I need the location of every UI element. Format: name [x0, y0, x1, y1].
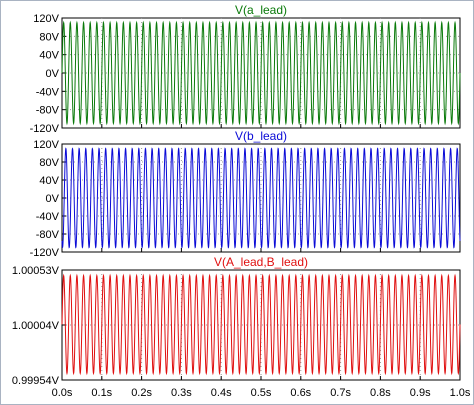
y-tick-label: -80V — [36, 105, 60, 117]
y-tick-label: 1.00004V — [12, 320, 60, 332]
y-tick-label: 120V — [33, 13, 59, 25]
y-tick-label: 120V — [33, 139, 59, 151]
y-tick-label: -80V — [36, 229, 60, 241]
y-tick-label: 80V — [39, 157, 59, 169]
y-tick-label: 40V — [39, 175, 59, 187]
y-tick-label: 0.99954V — [12, 375, 60, 387]
trace-title[interactable]: V(a_lead) — [235, 3, 287, 17]
trace-title[interactable]: V(b_lead) — [235, 129, 287, 143]
y-tick-label: -40V — [36, 86, 60, 98]
x-tick-label: 0.7s — [330, 387, 351, 399]
y-tick-label: 40V — [39, 50, 59, 62]
y-tick-label: 1.00053V — [12, 265, 60, 277]
y-tick-label: 0V — [46, 68, 60, 80]
y-tick-label: -120V — [30, 247, 60, 259]
y-tick-label: 80V — [39, 31, 59, 43]
x-tick-label: 0.5s — [251, 387, 272, 399]
x-tick-label: 0.3s — [171, 387, 192, 399]
x-tick-label: 0.9s — [410, 387, 431, 399]
x-tick-label: 1.0s — [450, 387, 471, 399]
x-tick-label: 0.2s — [131, 387, 152, 399]
x-tick-label: 0.8s — [370, 387, 391, 399]
x-tick-label: 0.0s — [52, 387, 73, 399]
x-tick-label: 0.1s — [91, 387, 112, 399]
trace-v-b-lead-[interactable] — [61, 147, 461, 249]
x-tick-label: 0.6s — [290, 387, 311, 399]
y-tick-label: -120V — [30, 123, 60, 135]
y-tick-label: -40V — [36, 211, 60, 223]
trace-title[interactable]: V(A_lead,B_lead) — [214, 255, 308, 269]
trace-v-a-lead-b-lead-[interactable] — [61, 273, 461, 376]
y-tick-label: 0V — [46, 193, 60, 205]
x-tick-label: 0.4s — [211, 387, 232, 399]
trace-v-a-lead-[interactable] — [61, 20, 461, 126]
